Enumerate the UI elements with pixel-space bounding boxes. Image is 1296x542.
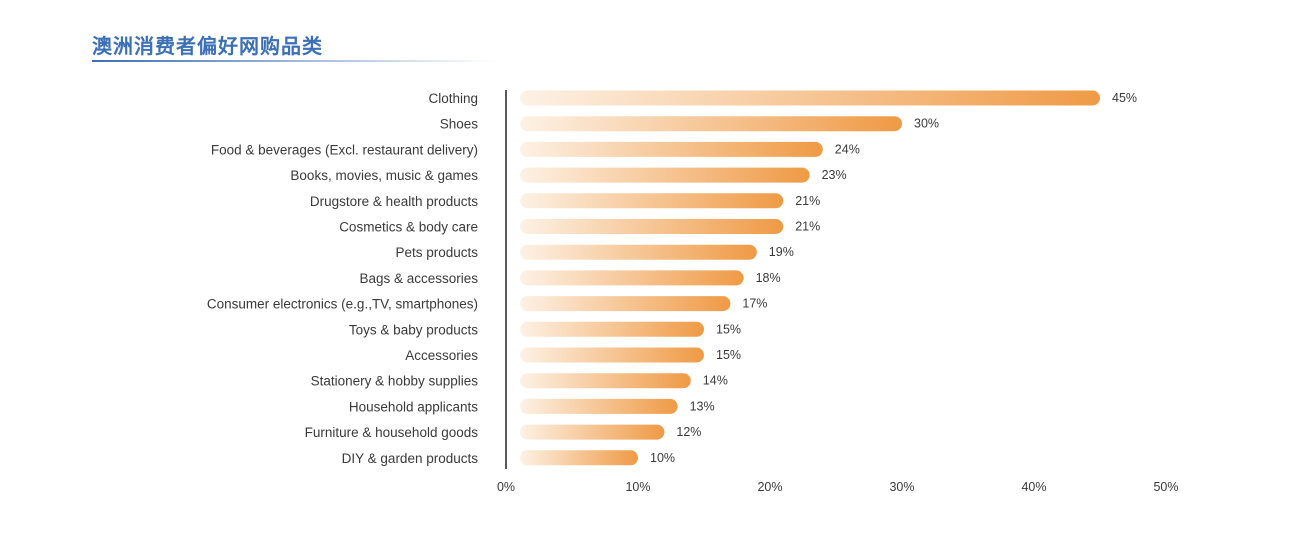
bar [520, 373, 691, 389]
category-label: Pets products [395, 245, 478, 260]
bar [520, 193, 784, 209]
value-label: 23% [822, 168, 847, 182]
value-label: 14% [703, 374, 728, 388]
value-label: 45% [1112, 91, 1137, 105]
x-tick-label: 0% [497, 480, 515, 494]
value-label: 12% [676, 425, 701, 439]
bar [520, 270, 744, 286]
x-axis-ticks-group: 0% 10% 20% 30% 40% 50% [497, 480, 1179, 494]
value-labels-group: 45%30%24%23%21%21%19%18%17%15%15%14%13%1… [650, 91, 1137, 465]
bar [520, 116, 902, 132]
value-label: 13% [690, 399, 715, 413]
value-label: 19% [769, 245, 794, 259]
category-label: Drugstore & health products [310, 194, 478, 209]
category-label: Clothing [428, 91, 478, 106]
bar [520, 244, 757, 260]
bar [520, 424, 665, 440]
category-label: Cosmetics & body care [339, 220, 478, 235]
bar [520, 167, 810, 183]
value-label: 21% [795, 220, 820, 234]
category-label: Accessories [405, 348, 478, 363]
category-label: Bags & accessories [359, 271, 478, 286]
category-labels-group: Clothing Shoes Food & beverages (Excl. res… [207, 91, 478, 466]
value-label: 15% [716, 348, 741, 362]
x-tick-label: 10% [625, 480, 650, 494]
bar [520, 450, 638, 466]
value-label: 17% [742, 297, 767, 311]
x-tick-label: 50% [1153, 480, 1178, 494]
value-label: 10% [650, 451, 675, 465]
category-label: Stationery & hobby supplies [311, 374, 479, 389]
bar [520, 296, 731, 312]
category-label: Shoes [440, 117, 479, 132]
value-label: 30% [914, 117, 939, 131]
title-underline [92, 60, 497, 62]
value-label: 18% [756, 271, 781, 285]
bar [520, 219, 784, 234]
x-tick-label: 40% [1021, 480, 1046, 494]
category-label: Consumer electronics (e.g.,TV, smartphon… [207, 297, 478, 312]
bar [520, 90, 1100, 106]
bar [520, 347, 704, 363]
x-tick-label: 20% [757, 480, 782, 494]
bar [520, 141, 823, 157]
page-title: 澳洲消费者偏好网购品类 [92, 34, 323, 58]
value-label: 21% [795, 194, 820, 208]
x-tick-label: 30% [889, 480, 914, 494]
value-label: 24% [835, 142, 860, 156]
bar [520, 321, 704, 337]
category-label: Toys & baby products [349, 322, 478, 337]
category-label: Food & beverages (Excl. restaurant deliv… [211, 142, 478, 157]
category-label: DIY & garden products [342, 451, 479, 466]
category-label: Household applicants [349, 399, 478, 414]
category-label: Books, movies, music & games [290, 168, 478, 183]
bar [520, 398, 678, 414]
value-label: 15% [716, 322, 741, 336]
category-label: Furniture & household goods [305, 425, 479, 440]
bars-group [520, 90, 1100, 466]
